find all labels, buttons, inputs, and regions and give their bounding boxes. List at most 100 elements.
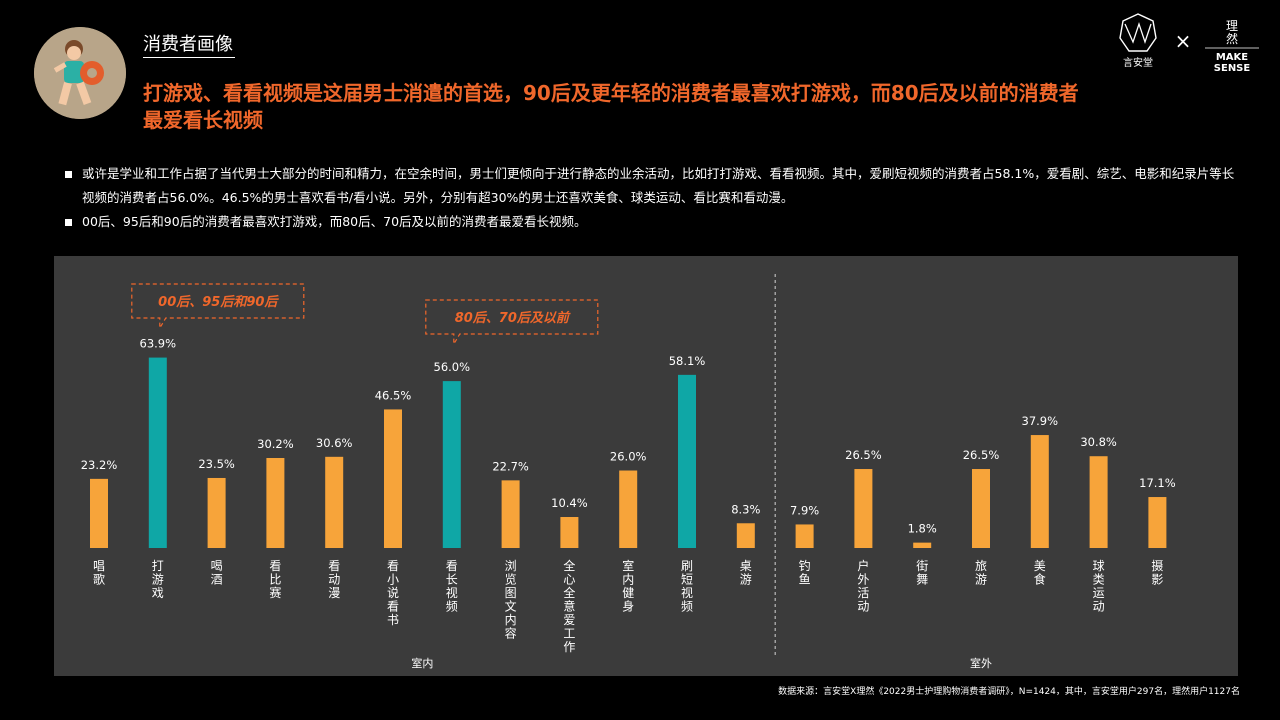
value-label: 26.5% <box>845 448 882 462</box>
person-with-donut-icon <box>34 27 126 119</box>
category-label-char: 视 <box>446 585 458 600</box>
brand-right-cn-2: 然 <box>1226 31 1238 46</box>
bar-8 <box>560 517 579 548</box>
data-source-note: 数据来源：言安堂X理然《2022男士护理购物消费者调研》，N=1424，其中，言… <box>778 687 1240 697</box>
brand-logos: 言安堂 × 理 然 MAKE SENSE <box>1113 12 1273 76</box>
value-label: 26.0% <box>610 450 647 464</box>
bullet-list: 或许是学业和工作占据了当代男士大部分的时间和精力，在空余时间，男士们更倾向于进行… <box>62 162 1242 234</box>
category-label-char: 看 <box>387 600 399 614</box>
chart-canvas: 23.2%唱歌63.9%打游戏23.5%喝酒30.2%看比赛30.6%看动漫46… <box>81 274 1176 670</box>
value-label: 30.2% <box>257 437 294 451</box>
brand-right-en-2: SENSE <box>1214 63 1251 74</box>
category-label-char: 街 <box>916 559 928 573</box>
annotation-callout <box>425 299 599 347</box>
bullet-square-icon <box>65 171 72 178</box>
category-label-char: 全 <box>563 558 575 573</box>
category-label-char: 视 <box>681 585 693 600</box>
bar-5 <box>384 409 402 548</box>
category-label-char: 游 <box>152 573 164 587</box>
bar-15 <box>972 469 990 548</box>
category-label-char: 酒 <box>211 573 223 587</box>
category-label-char: 短 <box>681 573 693 587</box>
category-label-char: 频 <box>681 600 693 614</box>
category-label-char: 室 <box>622 558 634 573</box>
bar-9 <box>619 470 638 548</box>
value-label: 30.6% <box>316 436 353 450</box>
annotation-text: 80后、70后及以前 <box>455 310 571 326</box>
group-label: 室内 <box>411 656 433 670</box>
bar-14 <box>913 542 932 548</box>
category-label-char: 览 <box>505 572 517 587</box>
category-label-char: 歌 <box>93 572 105 587</box>
bar-4 <box>325 456 344 548</box>
brand-times: × <box>1175 29 1192 53</box>
category-label-char: 看 <box>269 559 281 573</box>
value-label: 23.2% <box>81 458 118 472</box>
headline: 打游戏、看看视频是这届男士消遣的首选，90后及更年轻的消费者最喜欢打游戏，而80… <box>143 81 1079 132</box>
bar-13 <box>854 469 873 548</box>
category-label-char: 容 <box>505 626 517 641</box>
category-label-char: 刷 <box>681 559 693 573</box>
category-label-char: 外 <box>857 573 869 587</box>
value-label: 63.9% <box>140 337 177 351</box>
section-title-underline <box>143 57 235 58</box>
value-label: 46.5% <box>375 388 412 402</box>
category-label-char: 书 <box>387 613 399 627</box>
bullet-item: 00后、95后和90后的消费者最喜欢打游戏，而80后、70后及以前的消费者最爱看… <box>62 210 1242 234</box>
section-title: 消费者画像 <box>143 34 233 55</box>
value-label: 1.8% <box>908 522 937 536</box>
category-label-char: 内 <box>622 573 634 587</box>
bar-10 <box>678 374 696 548</box>
category-label-char: 看 <box>387 559 399 573</box>
category-label-char: 心 <box>563 573 575 587</box>
value-label: 7.9% <box>790 503 819 517</box>
bar-0 <box>90 478 108 548</box>
category-label-char: 看 <box>446 559 458 573</box>
annotation-text: 00后、95后和90后 <box>158 294 279 310</box>
bullet-text: 00后、95后和90后的消费者最喜欢打游戏，而80后、70后及以前的消费者最爱看… <box>82 214 587 229</box>
category-label-char: 喝 <box>211 559 223 573</box>
category-label-char: 爱 <box>563 613 575 627</box>
category-label-char: 动 <box>857 600 869 614</box>
category-label-char: 摄 <box>1151 558 1163 573</box>
category-label-char: 游 <box>740 573 752 587</box>
category-label-char: 文 <box>505 599 517 614</box>
annotation-callout <box>131 283 305 331</box>
category-label-char: 全 <box>563 585 575 600</box>
category-label-char: 意 <box>563 599 575 614</box>
category-label-char: 作 <box>563 640 575 654</box>
brand-right-cn-1: 理 <box>1226 19 1238 33</box>
bullet-text: 或许是学业和工作占据了当代男士大部分的时间和精力，在空余时间，男士们更倾向于进行… <box>82 166 1235 205</box>
value-label: 30.8% <box>1080 435 1117 449</box>
value-label: 58.1% <box>669 354 706 368</box>
bar-18 <box>1148 497 1167 548</box>
category-label-char: 赛 <box>269 585 281 600</box>
bullet-square-icon <box>65 219 72 226</box>
group-label: 室外 <box>970 656 992 670</box>
bar-11 <box>736 523 755 548</box>
bar-7 <box>501 480 520 548</box>
category-label-char: 小 <box>387 573 399 587</box>
category-label-char: 旅 <box>975 559 987 573</box>
category-label-char: 唱 <box>93 559 105 573</box>
bar-16 <box>1030 435 1049 548</box>
category-label-char: 户 <box>857 558 869 573</box>
category-label-char: 图 <box>505 586 517 600</box>
category-label-char: 游 <box>975 573 987 587</box>
value-label: 56.0% <box>434 360 471 374</box>
bar-3 <box>266 458 285 548</box>
category-label-char: 漫 <box>328 586 340 600</box>
category-label-char: 食 <box>1034 572 1046 587</box>
bar-12 <box>795 524 814 548</box>
bar-2 <box>207 477 226 548</box>
category-label-char: 运 <box>1093 586 1105 600</box>
category-label-char: 影 <box>1151 573 1163 587</box>
category-label-char: 身 <box>622 599 634 614</box>
value-label: 26.5% <box>963 448 1000 462</box>
category-label-char: 健 <box>622 586 634 600</box>
category-label-char: 浏 <box>505 559 517 573</box>
bar-6 <box>442 381 461 548</box>
value-label: 10.4% <box>551 496 588 510</box>
value-label: 22.7% <box>492 459 529 473</box>
category-label-char: 频 <box>446 600 458 614</box>
